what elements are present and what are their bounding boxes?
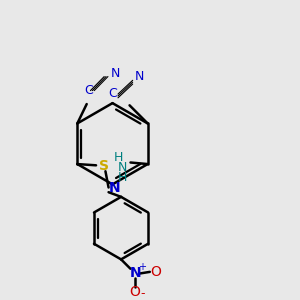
Text: N: N bbox=[118, 161, 128, 174]
Text: +: + bbox=[138, 262, 146, 272]
Text: S: S bbox=[99, 159, 109, 172]
Text: O: O bbox=[130, 285, 141, 299]
Text: C: C bbox=[108, 87, 117, 100]
Text: H: H bbox=[118, 171, 128, 184]
Text: N: N bbox=[108, 181, 120, 194]
Text: N: N bbox=[135, 70, 145, 83]
Text: -: - bbox=[141, 287, 145, 300]
Text: N: N bbox=[111, 67, 120, 80]
Text: O: O bbox=[150, 265, 161, 279]
Text: N: N bbox=[129, 266, 141, 280]
Text: H: H bbox=[113, 151, 123, 164]
Text: C: C bbox=[84, 84, 93, 97]
